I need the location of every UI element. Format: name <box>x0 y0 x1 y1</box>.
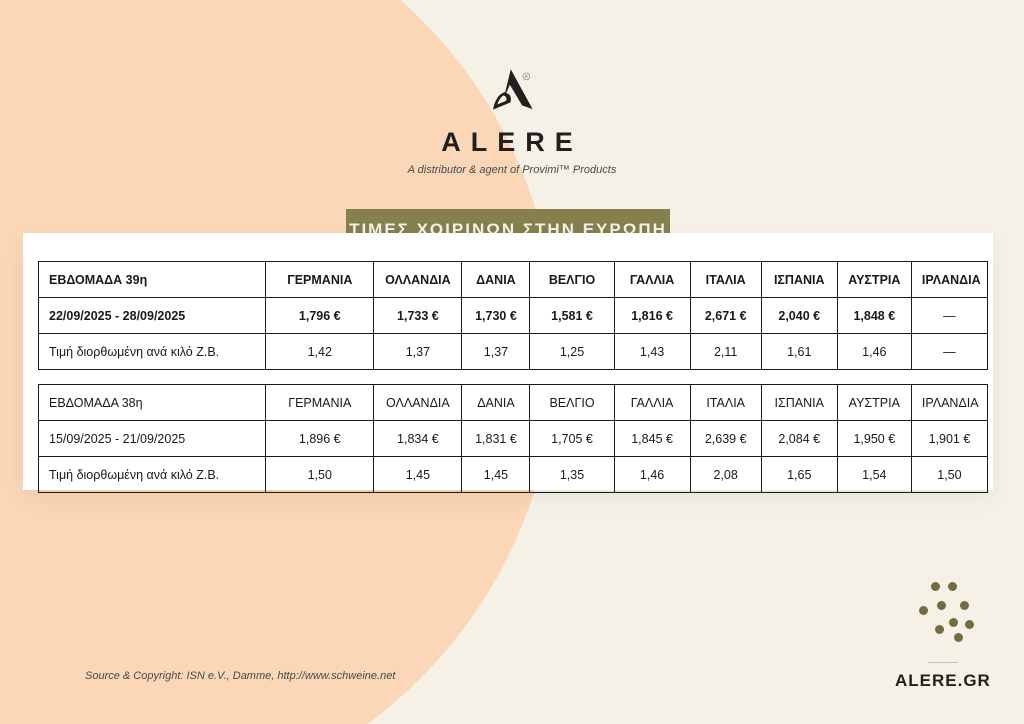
svg-text:R: R <box>525 74 529 79</box>
